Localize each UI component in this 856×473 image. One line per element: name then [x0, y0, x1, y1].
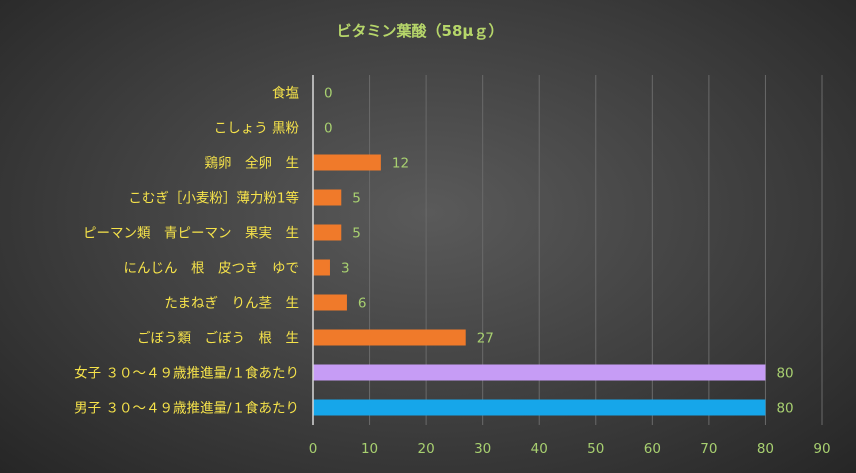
- data-label: 0: [324, 121, 333, 137]
- category-label: 鶏卵 全卵 生: [205, 155, 300, 172]
- data-label: 27: [477, 331, 494, 347]
- data-label: 80: [776, 366, 793, 382]
- category-label: 男子 ３０～４９歳推進量/１食あたり: [74, 400, 299, 417]
- bar: [313, 399, 766, 416]
- bar: [313, 154, 381, 171]
- data-label: 6: [358, 296, 367, 312]
- category-label: 女子 ３０～４９歳推進量/１食あたり: [74, 365, 299, 382]
- category-label: こむぎ［小麦粉］薄力粉1等: [128, 190, 299, 207]
- bar: [313, 224, 342, 241]
- x-tick-label: 70: [700, 441, 717, 457]
- chart-title: ビタミン葉酸（58μｇ）: [337, 22, 504, 41]
- data-label: 12: [392, 156, 409, 172]
- category-label: ピーマン類 青ピーマン 果実 生: [83, 226, 299, 242]
- category-label: こしょう 黒粉: [214, 121, 300, 137]
- grid-lines: [369, 75, 823, 425]
- x-tick-label: 0: [309, 441, 318, 457]
- data-label: 5: [352, 226, 361, 242]
- category-label: にんじん 根 皮つき ゆで: [124, 261, 300, 277]
- bar: [313, 259, 330, 276]
- bars: [313, 154, 766, 416]
- category-label: たまねぎ りん茎 生: [164, 296, 299, 312]
- category-label: ごぼう類 ごぼう 根 生: [137, 331, 299, 347]
- x-tick-label: 90: [813, 441, 830, 457]
- x-tick-label: 80: [757, 441, 774, 457]
- data-label: 0: [324, 86, 333, 102]
- x-tick-label: 60: [644, 441, 661, 457]
- bar: [313, 329, 466, 346]
- x-tick-label: 30: [474, 441, 491, 457]
- x-tick-label: 50: [587, 441, 604, 457]
- category-label: 食塩: [272, 85, 299, 102]
- x-tick-label: 10: [361, 441, 378, 457]
- x-tick-label: 40: [531, 441, 548, 457]
- bar: [313, 294, 347, 311]
- data-label: 5: [352, 191, 361, 207]
- bar: [313, 364, 766, 381]
- x-tick-label: 20: [418, 441, 435, 457]
- data-label: 3: [341, 261, 350, 277]
- bar: [313, 189, 342, 206]
- data-label: 80: [776, 401, 793, 417]
- labels: 0 10 20 30 40 50 60 70 80 90 食塩 0 こしょう 黒粉 0 鶏卵 全卵 生 12 こ…: [74, 85, 830, 458]
